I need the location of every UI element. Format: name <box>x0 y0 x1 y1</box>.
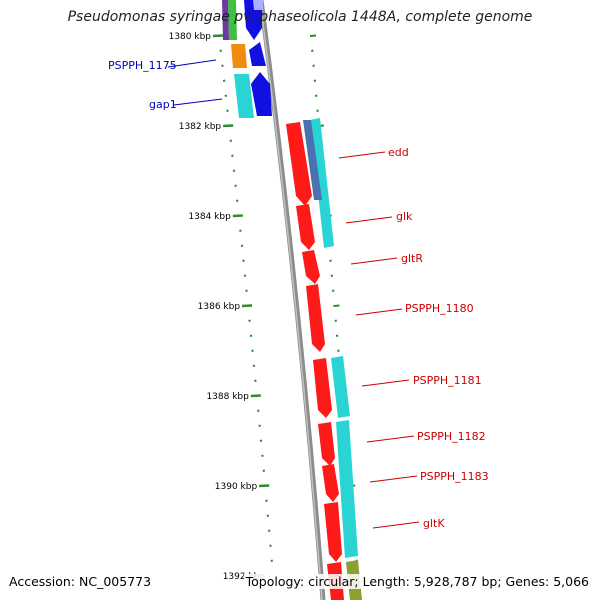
minor-tick <box>231 154 234 157</box>
gene-labels-right: edd glk gltR PSPPH_1180 PSPPH_1181 PSPPH… <box>388 146 489 530</box>
minor-tick <box>331 289 335 292</box>
gene-feature[interactable] <box>296 204 315 250</box>
minor-tick <box>334 319 338 322</box>
minor-tick <box>248 319 251 322</box>
major-tick <box>232 214 243 218</box>
gene-label-glk[interactable]: glk <box>396 210 413 223</box>
minor-tick <box>243 274 247 277</box>
minor-tick <box>266 514 270 517</box>
minor-tick <box>232 169 236 172</box>
major-tick <box>212 34 224 38</box>
minor-tick <box>249 334 253 337</box>
minor-tick <box>262 469 266 472</box>
minor-tick <box>242 259 245 262</box>
gene-feature[interactable] <box>322 464 339 502</box>
gene-feature[interactable] <box>336 420 358 558</box>
minor-tick <box>265 499 268 502</box>
gene-feature[interactable] <box>313 358 332 418</box>
minor-tick <box>313 79 317 82</box>
gene-label-psp1182[interactable]: PSPPH_1182 <box>417 430 486 443</box>
major-tick <box>223 124 234 128</box>
gene-label-psp1181[interactable]: PSPPH_1181 <box>413 374 482 387</box>
minor-tick <box>224 94 228 97</box>
gene-feature[interactable] <box>310 118 334 248</box>
minor-tick <box>335 334 339 337</box>
gene-label-psp1183[interactable]: PSPPH_1183 <box>420 470 489 483</box>
left-gene-strip <box>222 0 272 118</box>
major-tick <box>259 484 270 488</box>
minor-tick <box>329 259 332 262</box>
minor-tick <box>330 274 334 277</box>
gene-feature[interactable] <box>318 422 335 466</box>
scale-label: 1388 kbp <box>206 392 249 402</box>
map-title: Pseudomonas syringae pv. phaseolicola 14… <box>67 9 533 25</box>
genome-backbone <box>258 0 326 600</box>
scale-label: 1390 kbp <box>215 482 258 492</box>
minor-tick <box>269 544 272 547</box>
minor-tick <box>312 64 315 67</box>
gene-feature[interactable] <box>286 122 312 206</box>
minor-tick <box>254 379 257 382</box>
gene-feature[interactable] <box>222 0 229 40</box>
gene-label-gap1[interactable]: gap1 <box>149 98 177 111</box>
gene-feature[interactable] <box>251 72 272 116</box>
gene-label-psp1175[interactable]: PSPPH_1175 <box>108 59 177 72</box>
minor-tick <box>337 349 340 352</box>
gene-labels-left: PSPPH_1175 gap1 <box>108 59 177 111</box>
minor-tick <box>316 109 319 112</box>
minor-tick <box>245 289 248 292</box>
gene-label-gltr[interactable]: gltR <box>401 252 423 265</box>
gene-feature[interactable] <box>324 502 342 562</box>
scale-label: 1386 kbp <box>198 302 241 312</box>
right-gene-strip <box>286 118 362 600</box>
minor-tick <box>240 244 244 247</box>
gene-feature[interactable] <box>249 42 266 66</box>
gene-feature[interactable] <box>331 356 350 418</box>
minor-tick <box>261 454 264 457</box>
gene-label-edd[interactable]: edd <box>388 146 409 159</box>
minor-tick <box>258 424 261 427</box>
major-tick <box>241 304 253 308</box>
accession-text: Accession: NC_005773 <box>9 574 152 589</box>
minor-tick <box>219 49 222 52</box>
gene-label-psp1180[interactable]: PSPPH_1180 <box>405 302 474 315</box>
minor-tick <box>226 109 229 112</box>
gene-feature[interactable] <box>231 44 247 68</box>
minor-tick <box>251 349 254 352</box>
minor-tick <box>311 49 314 52</box>
label-connectors <box>167 59 420 529</box>
minor-tick <box>270 559 274 562</box>
scale-label: 1384 kbp <box>188 212 231 222</box>
minor-tick <box>222 79 226 82</box>
minor-tick <box>221 64 224 67</box>
minor-tick <box>234 184 237 187</box>
genome-summary-text: Topology: circular; Length: 5,928,787 bp… <box>243 574 591 589</box>
minor-tick <box>239 229 242 232</box>
gene-feature-shadow <box>253 0 263 10</box>
genome-backbone-highlight <box>259 0 323 600</box>
minor-tick <box>257 409 260 412</box>
gene-feature[interactable] <box>234 74 254 118</box>
major-tick <box>309 34 317 37</box>
gene-feature[interactable] <box>302 250 320 284</box>
scale-label: 1382 kbp <box>179 122 222 132</box>
gene-feature[interactable] <box>306 284 325 352</box>
major-tick <box>333 304 340 307</box>
scale-label: 1380 kbp <box>169 32 212 42</box>
minor-tick <box>314 94 318 97</box>
minor-tick <box>259 439 263 442</box>
minor-tick <box>267 529 271 532</box>
minor-tick <box>235 199 239 202</box>
minor-tick <box>229 139 233 142</box>
gene-feature[interactable] <box>303 120 322 200</box>
gene-feature[interactable] <box>228 0 237 40</box>
major-tick <box>250 394 261 398</box>
gene-label-gltk[interactable]: gltK <box>423 517 445 530</box>
minor-tick <box>252 364 256 367</box>
